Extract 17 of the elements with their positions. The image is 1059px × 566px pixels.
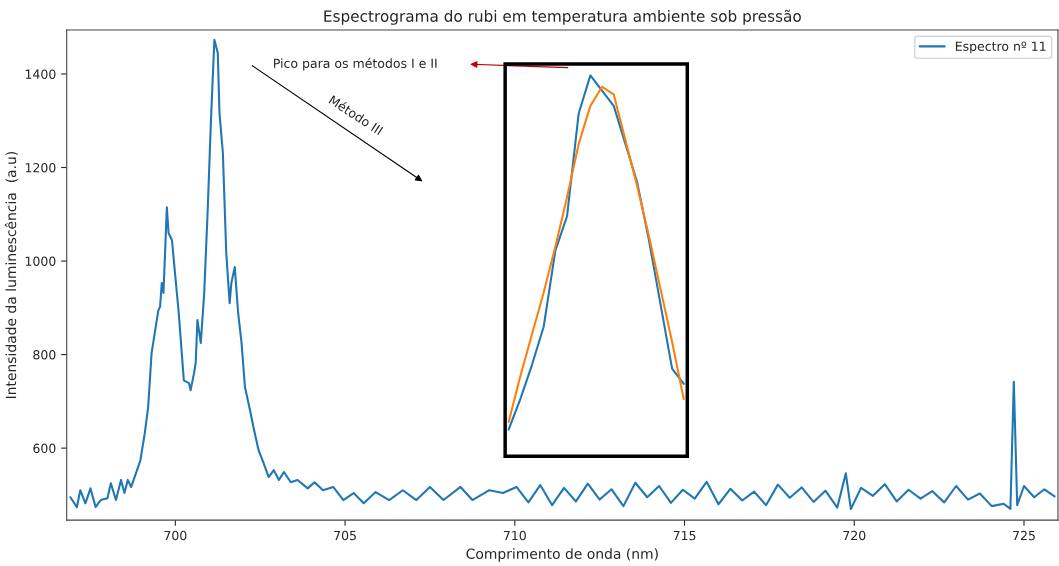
- x-tick-label: 725: [1013, 530, 1035, 541]
- chart-title: Espectrograma do rubi em temperatura ambiente sob pressão: [324, 9, 801, 25]
- x-tick-label: 700: [164, 530, 187, 541]
- y-axis-title: Intensidade da luminescência (a.u): [4, 151, 18, 399]
- y-tick-label: 1200: [25, 162, 56, 173]
- x-tick-label: 715: [673, 530, 696, 541]
- x-tick-label: 705: [334, 530, 356, 541]
- x-tick-label: 720: [843, 530, 866, 541]
- y-tick-label: 1000: [25, 256, 56, 266]
- y-tick-label: 1400: [25, 69, 56, 79]
- x-tick-label: 710: [503, 530, 526, 541]
- y-tick-label: 600: [33, 443, 56, 454]
- y-tick-label: 800: [33, 350, 56, 360]
- x-axis-title: Comprimento de onda (nm): [466, 548, 658, 562]
- annotation: Pico para os métodos I e II: [274, 57, 437, 71]
- legend-label: Espectro nº 11: [955, 41, 1046, 54]
- line-series: [69, 38, 1056, 510]
